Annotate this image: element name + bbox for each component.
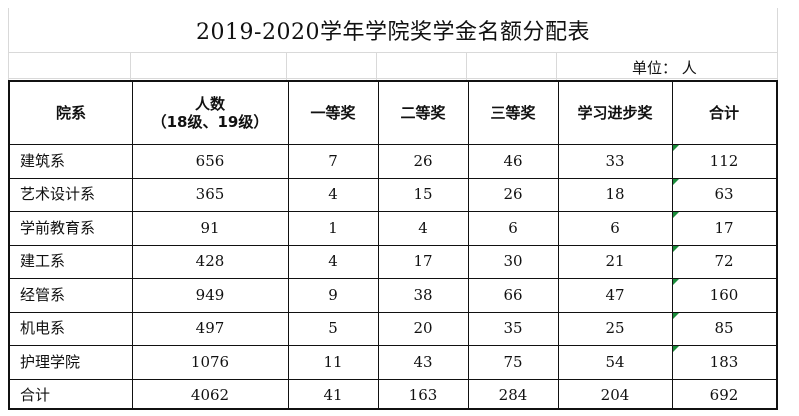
cell-error-marker [673, 178, 679, 185]
row-col-third[interactable]: 6 [508, 218, 518, 237]
table-row-divider [10, 144, 776, 145]
table-row-divider [10, 378, 776, 380]
row-col-dept[interactable]: 学前教育系 [20, 218, 96, 237]
cell-error-marker [673, 312, 679, 319]
gridline [376, 52, 377, 80]
row-col-third[interactable]: 26 [503, 185, 523, 204]
row-col-first[interactable]: 1 [328, 218, 338, 237]
row-col-count[interactable]: 91 [200, 218, 220, 237]
page-title: 2019-2020学年学院奖学金名额分配表 [196, 20, 590, 45]
row-col-progress[interactable]: 18 [605, 185, 625, 204]
row-col-dept[interactable]: 经管系 [20, 285, 66, 304]
header-count-sublabel: （18级、19级） [151, 113, 269, 131]
row-col-first[interactable]: 11 [323, 352, 343, 371]
row-col-total[interactable]: 112 [709, 151, 739, 170]
header-first[interactable]: 一等奖 [310, 104, 356, 122]
row-col-total[interactable]: 183 [709, 352, 739, 371]
header-progress[interactable]: 学习进步奖 [577, 104, 653, 122]
row-col-third[interactable]: 35 [503, 319, 523, 338]
row-col-total[interactable]: 160 [709, 285, 739, 304]
row-col-total[interactable]: 63 [714, 185, 734, 204]
gridline [8, 78, 778, 79]
cell-error-marker [673, 279, 679, 285]
header-dept[interactable]: 院系 [55, 104, 86, 122]
gridline [556, 52, 557, 80]
row-col-count[interactable]: 949 [195, 285, 225, 304]
header-third[interactable]: 三等奖 [490, 104, 536, 122]
row-col-second[interactable]: 4 [418, 218, 428, 237]
row-col-first[interactable]: 4 [328, 252, 338, 271]
header-count[interactable]: 人数 （18级、19级） [132, 82, 288, 144]
row-col-progress[interactable]: 25 [605, 319, 625, 338]
row-col-second[interactable]: 38 [413, 285, 433, 304]
total-row-col-second[interactable]: 163 [408, 386, 438, 405]
row-col-total[interactable]: 17 [714, 218, 734, 237]
gridline [8, 8, 9, 80]
cell-error-marker [673, 245, 679, 252]
gridline [286, 52, 287, 80]
row-col-progress[interactable]: 33 [605, 151, 625, 170]
row-col-third[interactable]: 30 [503, 252, 523, 271]
row-col-count[interactable]: 497 [195, 319, 225, 338]
row-col-count[interactable]: 428 [195, 252, 225, 271]
row-col-total[interactable]: 85 [714, 319, 734, 338]
row-col-progress[interactable]: 21 [605, 252, 625, 271]
row-col-count[interactable]: 1076 [190, 352, 230, 371]
row-col-dept[interactable]: 建工系 [20, 252, 66, 271]
row-col-third[interactable]: 66 [503, 285, 523, 304]
row-col-dept[interactable]: 护理学院 [20, 352, 81, 371]
cell-error-marker [673, 346, 679, 352]
row-col-count[interactable]: 656 [195, 151, 225, 170]
total-row-col-count[interactable]: 4062 [190, 386, 230, 405]
table-row-divider [10, 278, 776, 279]
row-col-first[interactable]: 9 [328, 285, 338, 304]
gridline [130, 52, 131, 80]
row-col-second[interactable]: 26 [413, 151, 433, 170]
row-col-third[interactable]: 75 [503, 352, 523, 371]
total-row-col-dept[interactable]: 合计 [20, 386, 51, 405]
row-col-dept[interactable]: 艺术设计系 [20, 185, 96, 204]
row-col-dept[interactable]: 建筑系 [20, 151, 66, 170]
row-col-second[interactable]: 43 [413, 352, 433, 371]
row-col-third[interactable]: 46 [503, 151, 523, 170]
row-col-second[interactable]: 15 [413, 185, 433, 204]
unit-label: 单位： 人 [632, 58, 697, 77]
cell-error-marker [673, 145, 679, 151]
total-row-col-first[interactable]: 41 [323, 386, 343, 405]
row-col-first[interactable]: 4 [328, 185, 338, 204]
header-count-label: 人数 [194, 95, 225, 113]
cell-error-marker [673, 212, 679, 218]
row-col-progress[interactable]: 54 [605, 352, 625, 371]
table-row-divider [10, 244, 776, 246]
total-row-col-third[interactable]: 284 [498, 386, 528, 405]
total-row-col-total[interactable]: 692 [709, 386, 739, 405]
scholarship-table: 院系 人数 （18级、19级） 一等奖 二等奖 三等奖 学习进步奖 合计 建筑系 656 7 26 46… [8, 80, 778, 410]
header-second[interactable]: 二等奖 [400, 104, 446, 122]
gridline [8, 52, 778, 53]
row-col-first[interactable]: 5 [328, 319, 338, 338]
row-col-total[interactable]: 72 [714, 252, 734, 271]
table-row-divider [10, 345, 776, 346]
table-row-divider [10, 177, 776, 179]
row-col-second[interactable]: 20 [413, 319, 433, 338]
row-col-progress[interactable]: 47 [605, 285, 625, 304]
row-col-second[interactable]: 17 [413, 252, 433, 271]
gridline [466, 52, 467, 80]
row-col-dept[interactable]: 机电系 [20, 319, 66, 338]
row-col-count[interactable]: 365 [195, 185, 225, 204]
table-row-divider [10, 211, 776, 212]
gridline [777, 8, 778, 80]
row-col-progress[interactable]: 6 [610, 218, 620, 237]
row-col-first[interactable]: 7 [328, 151, 338, 170]
table-row-divider [10, 311, 776, 313]
header-total[interactable]: 合计 [708, 104, 739, 122]
total-row-col-progress[interactable]: 204 [600, 386, 630, 405]
